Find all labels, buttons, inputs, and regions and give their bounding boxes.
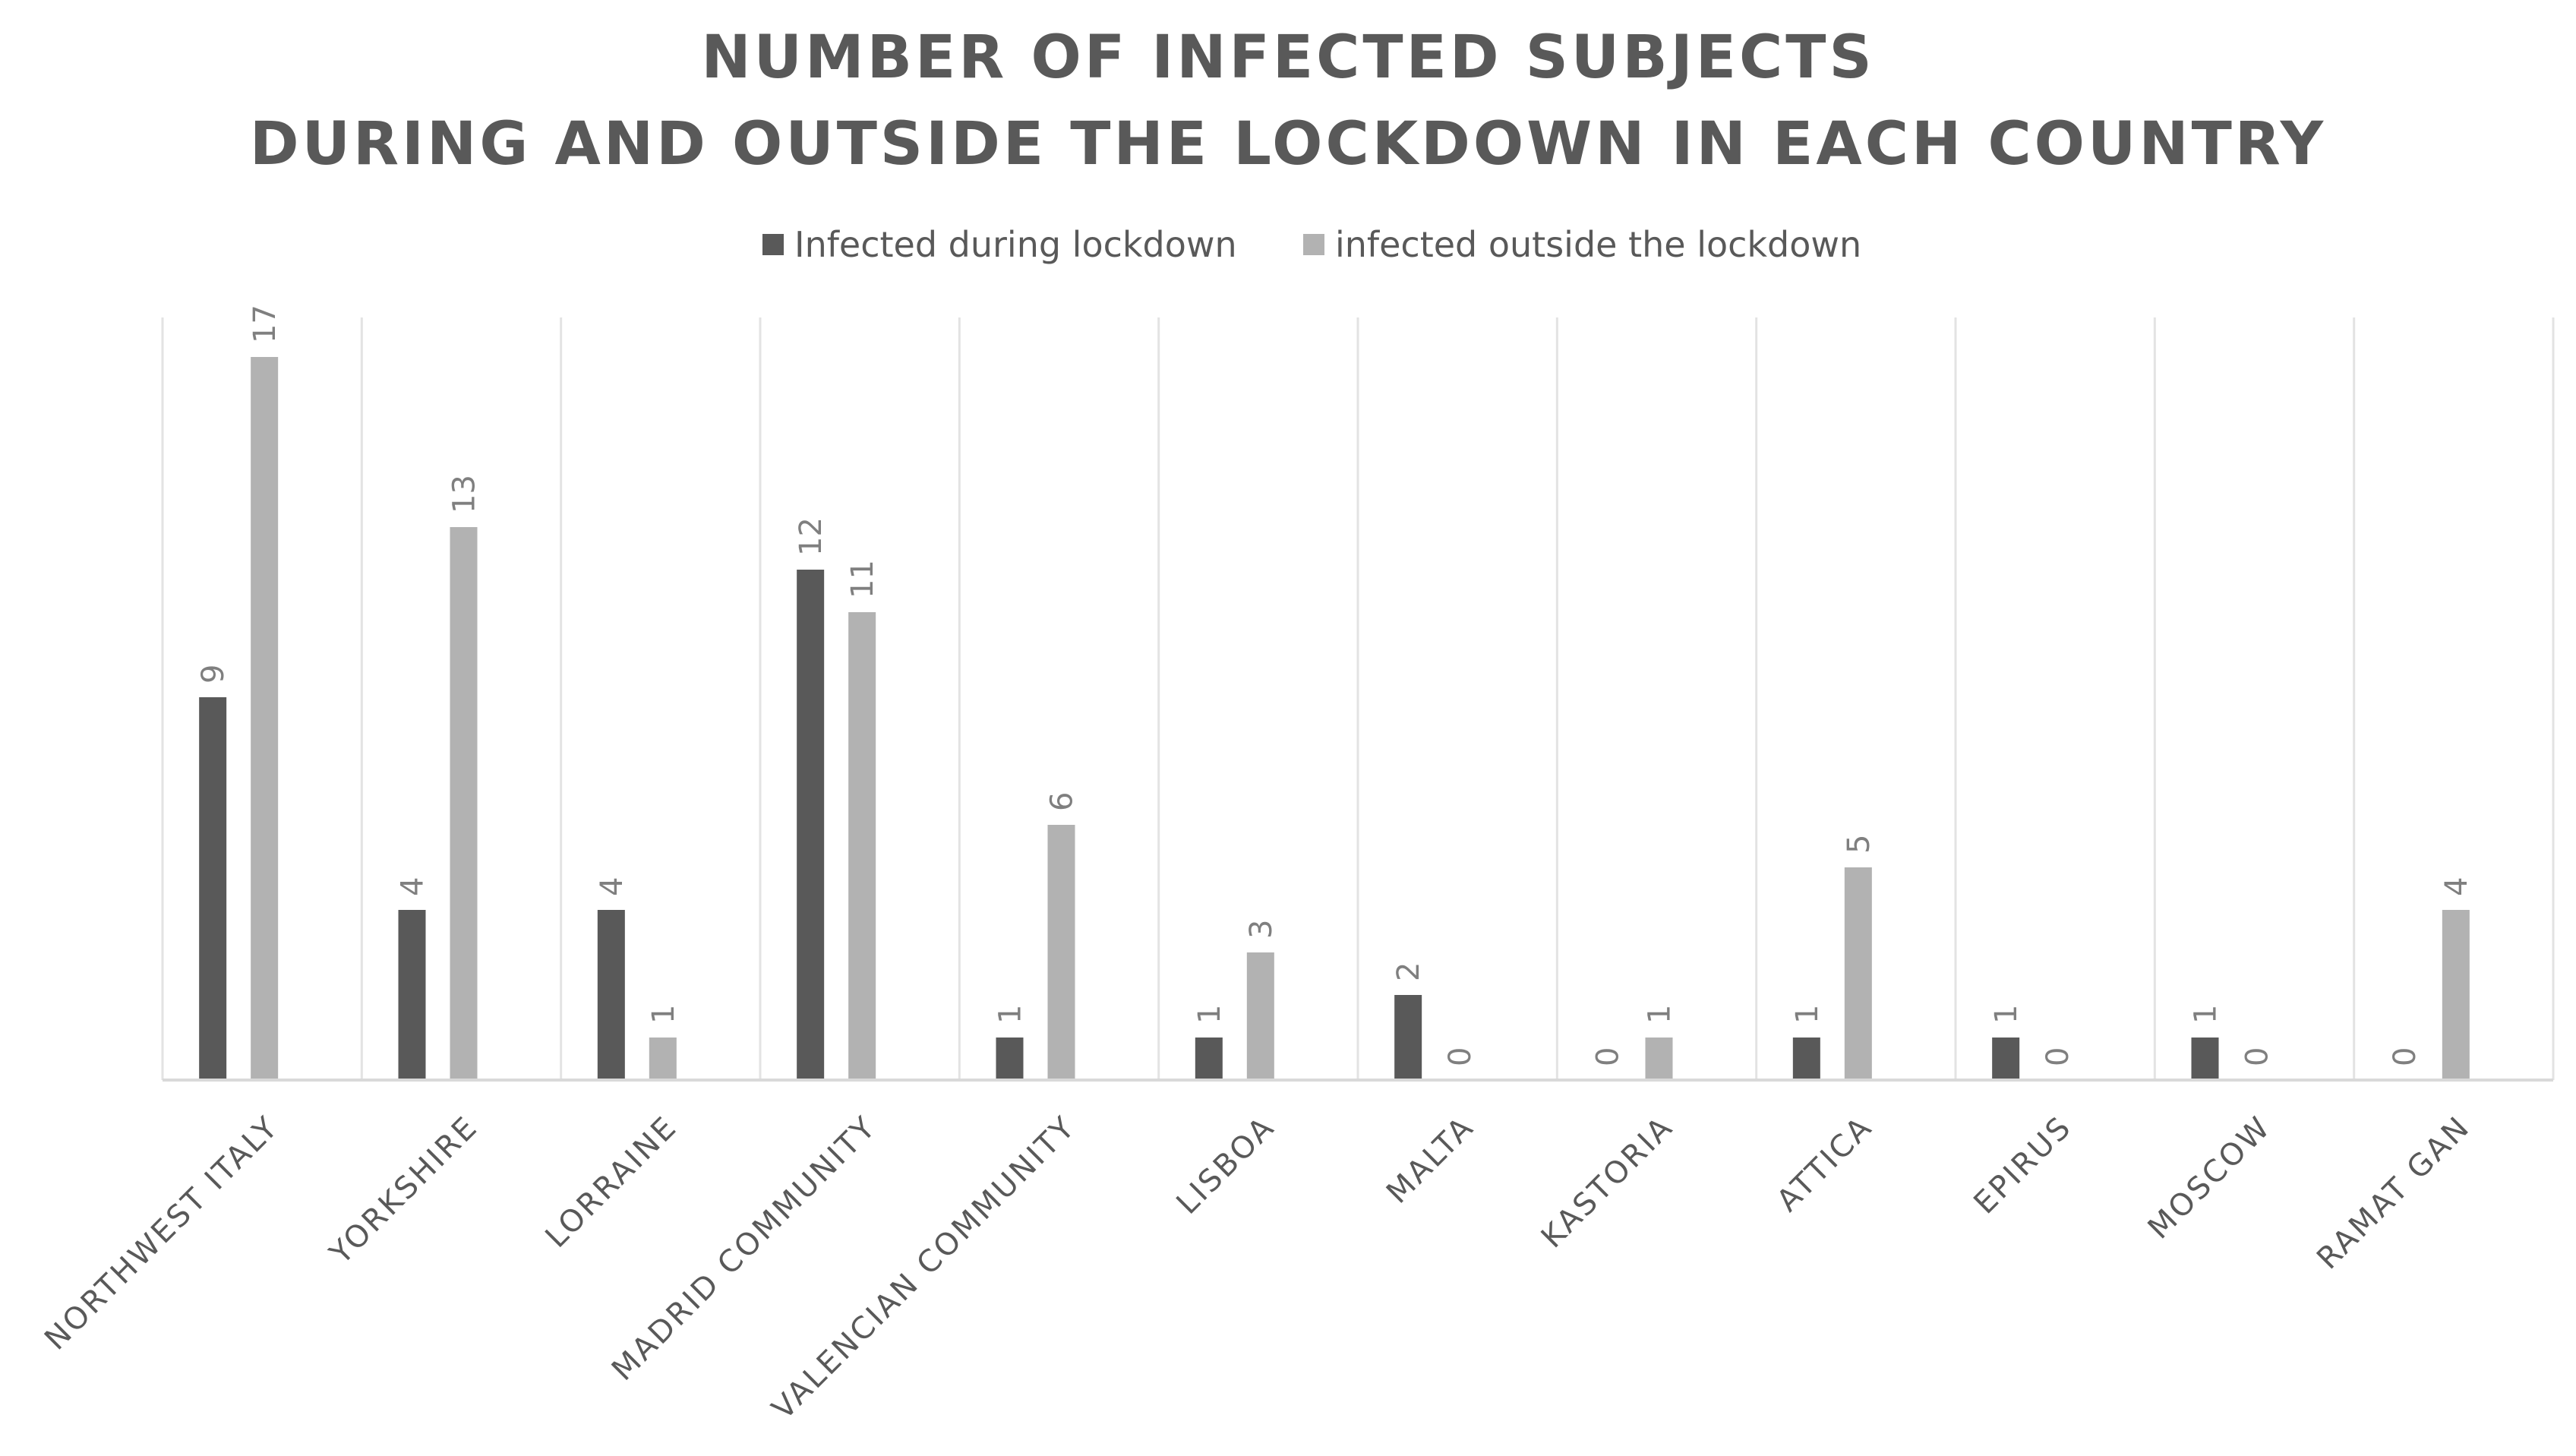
data-label-series-2-6: 0 bbox=[1443, 1047, 1478, 1066]
data-label-series-1-0: 9 bbox=[196, 665, 231, 684]
bar-series-1-1 bbox=[398, 910, 426, 1080]
data-label-series-1-10: 1 bbox=[2189, 1005, 2224, 1024]
legend-swatch-series-2 bbox=[1303, 234, 1324, 255]
bars bbox=[199, 357, 2470, 1080]
category-label-8: ATTICA bbox=[1770, 1110, 1880, 1219]
bar-series-1-6 bbox=[1394, 995, 1422, 1080]
category-label-0: NORTHWEST ITALY bbox=[38, 1110, 286, 1357]
category-label-9: EPIRUS bbox=[1967, 1110, 2079, 1221]
data-label-series-2-7: 1 bbox=[1643, 1005, 1678, 1024]
data-label-series-2-8: 5 bbox=[1842, 835, 1877, 854]
bar-series-1-10 bbox=[2191, 1038, 2219, 1080]
data-label-series-2-0: 17 bbox=[248, 305, 283, 343]
chart-title: NUMBER OF INFECTED SUBJECTS DURING AND O… bbox=[250, 24, 2326, 178]
legend-label-series-1: Infected during lockdown bbox=[794, 224, 1237, 265]
data-label-series-1-2: 4 bbox=[595, 877, 630, 896]
bar-series-1-5 bbox=[1195, 1038, 1223, 1080]
data-label-series-1-5: 1 bbox=[1192, 1005, 1227, 1024]
bar-series-2-4 bbox=[1047, 825, 1075, 1080]
data-label-series-1-3: 12 bbox=[794, 517, 829, 556]
data-label-series-2-3: 11 bbox=[845, 560, 880, 599]
data-label-series-1-7: 0 bbox=[1591, 1047, 1626, 1066]
bar-series-1-9 bbox=[1992, 1038, 2020, 1080]
bar-series-2-8 bbox=[1844, 867, 1872, 1080]
bar-series-1-4 bbox=[996, 1038, 1024, 1080]
bar-series-1-3 bbox=[797, 570, 825, 1080]
data-label-series-1-1: 4 bbox=[396, 877, 431, 896]
bar-series-2-1 bbox=[450, 527, 478, 1080]
data-label-series-1-4: 1 bbox=[993, 1005, 1028, 1024]
chart-title-line-1: NUMBER OF INFECTED SUBJECTS bbox=[701, 24, 1874, 92]
category-label-6: MALTA bbox=[1380, 1110, 1481, 1211]
bar-series-2-0 bbox=[251, 357, 279, 1080]
bar-series-2-11 bbox=[2442, 910, 2470, 1080]
data-label-series-1-11: 0 bbox=[2388, 1047, 2423, 1066]
data-label-series-1-9: 1 bbox=[1989, 1005, 2024, 1024]
category-gridlines bbox=[161, 317, 2555, 1080]
data-label-series-2-11: 4 bbox=[2439, 877, 2474, 896]
bar-series-2-3 bbox=[848, 612, 876, 1080]
data-label-series-2-4: 6 bbox=[1045, 792, 1080, 811]
data-label-series-2-1: 13 bbox=[447, 475, 482, 513]
data-label-series-2-10: 0 bbox=[2240, 1047, 2275, 1066]
legend-swatch-series-1 bbox=[762, 234, 784, 255]
bar-series-2-7 bbox=[1645, 1038, 1673, 1080]
bar-series-2-2 bbox=[649, 1038, 677, 1080]
bar-series-1-2 bbox=[597, 910, 625, 1080]
category-label-2: LORRAINE bbox=[539, 1110, 684, 1255]
data-label-series-1-6: 2 bbox=[1391, 962, 1426, 981]
category-label-11: RAMAT GAN bbox=[2310, 1110, 2477, 1277]
chart-title-line-2: DURING AND OUTSIDE THE LOCKDOWN IN EACH … bbox=[250, 110, 2326, 178]
legend-label-series-2: infected outside the lockdown bbox=[1335, 224, 1861, 265]
category-label-5: LISBOA bbox=[1170, 1110, 1282, 1221]
bar-series-1-0 bbox=[199, 697, 227, 1080]
data-label-series-2-2: 1 bbox=[646, 1005, 681, 1024]
data-label-series-1-8: 1 bbox=[1790, 1005, 1825, 1024]
data-label-series-2-9: 0 bbox=[2041, 1047, 2076, 1066]
category-label-10: MOSCOW bbox=[2142, 1110, 2278, 1246]
category-label-7: KASTORIA bbox=[1535, 1110, 1681, 1255]
category-label-1: YORKSHIRE bbox=[323, 1110, 485, 1272]
bar-series-2-5 bbox=[1246, 952, 1274, 1080]
bar-series-1-8 bbox=[1792, 1038, 1820, 1080]
data-label-series-2-5: 3 bbox=[1244, 920, 1279, 939]
legend: Infected during lockdown infected outsid… bbox=[762, 224, 1861, 265]
